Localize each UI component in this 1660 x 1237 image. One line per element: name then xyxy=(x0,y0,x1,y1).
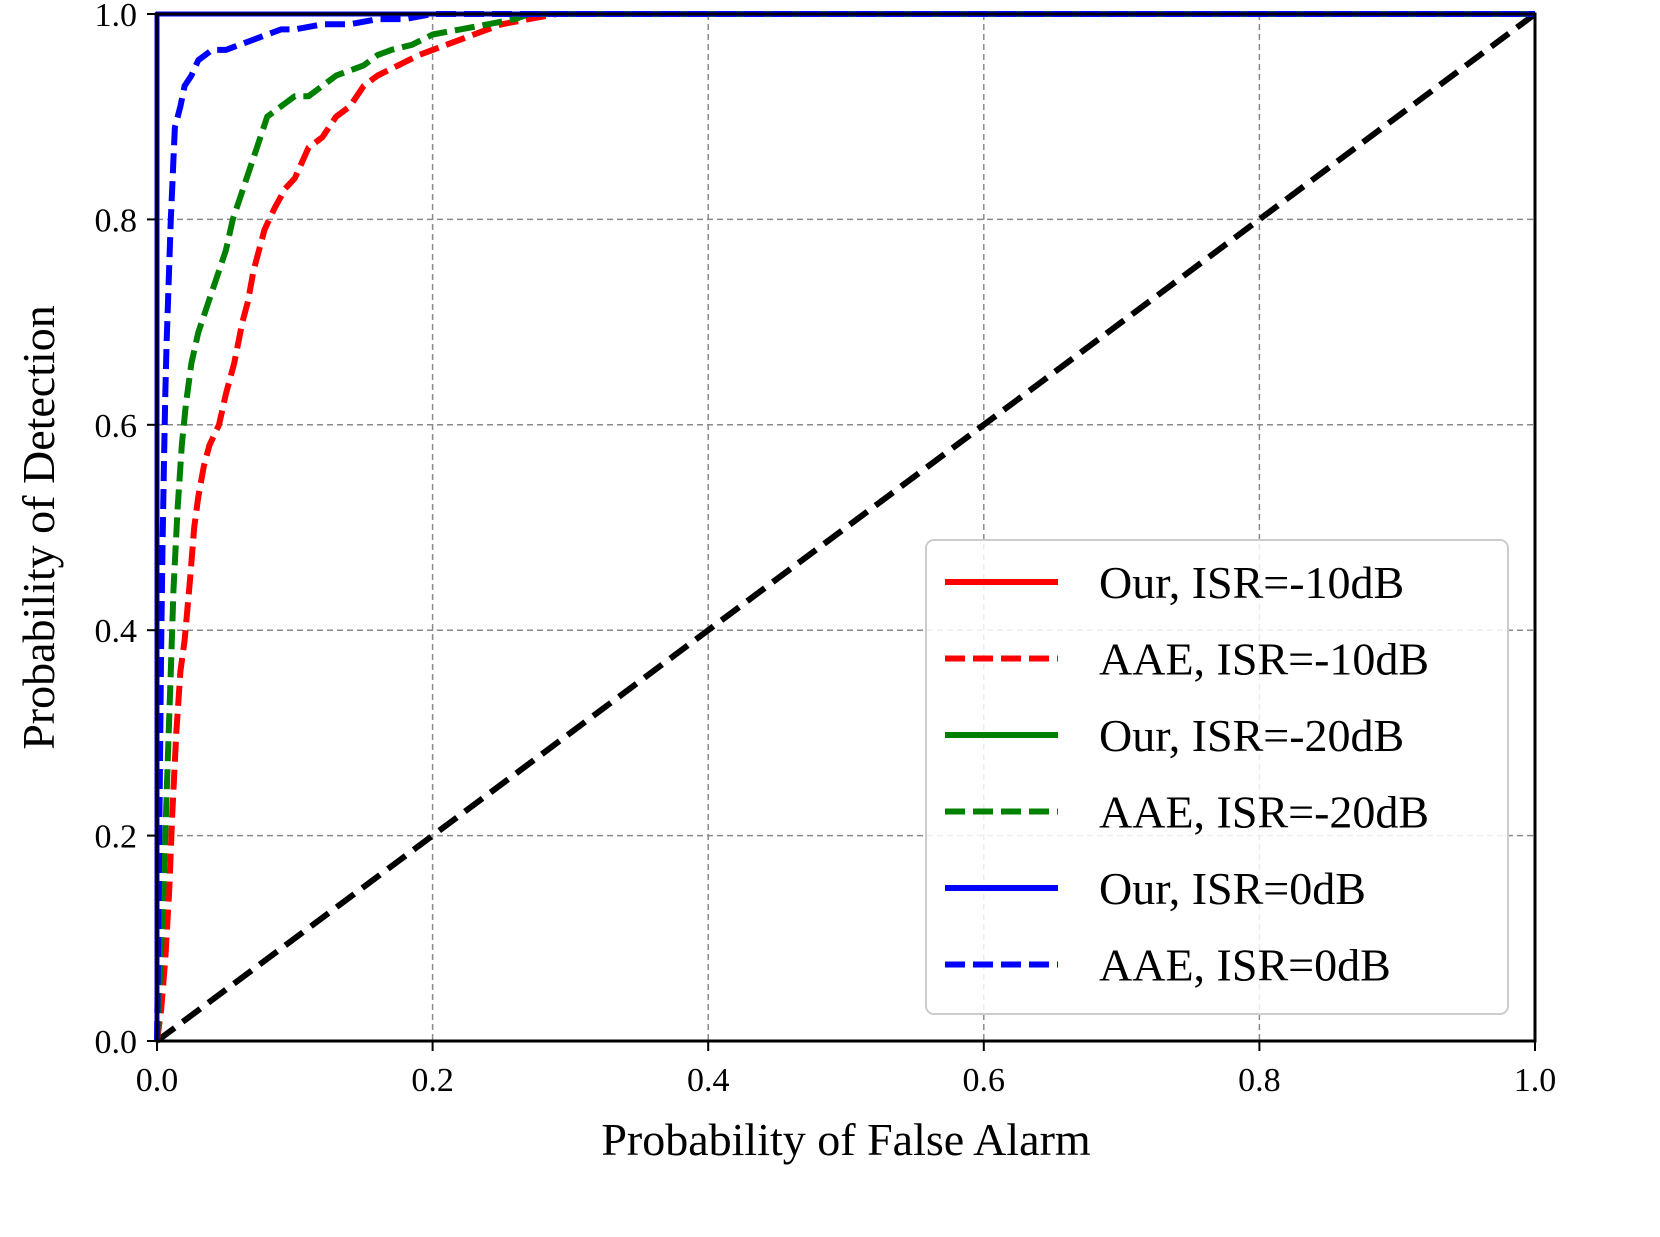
legend-label: Our, ISR=-10dB xyxy=(1099,557,1404,608)
plot-frame xyxy=(155,12,1537,1043)
y-tick-label: 0.8 xyxy=(95,202,138,239)
x-tick-label: 0.8 xyxy=(1238,1062,1281,1099)
series-line-3 xyxy=(154,11,1535,1042)
legend-label: AAE, ISR=-20dB xyxy=(1099,787,1429,838)
legend-box xyxy=(925,539,1509,1015)
legend-label: AAE, ISR=0dB xyxy=(1099,940,1391,991)
y-tick-label: 1.0 xyxy=(95,0,138,34)
y-tick-label: 0.4 xyxy=(95,613,138,650)
legend-label: Our, ISR=-20dB xyxy=(1099,710,1404,761)
series-line-5 xyxy=(154,11,1535,1042)
y-tick-label: 0.2 xyxy=(95,819,138,856)
y-tick-label: 0.6 xyxy=(95,408,138,445)
tick-layer: 0.0 0.2 0.4 0.6 0.8 1.0 0.0 0.2 0.4 0.6 0.8 1.0 xyxy=(95,0,1557,1099)
y-axis-label: Probability of Detection xyxy=(13,305,64,750)
legend-label: Our, ISR=0dB xyxy=(1099,863,1366,914)
x-axis-label: Probability of False Alarm xyxy=(601,1114,1091,1165)
legend: Our, ISR=-10dB AAE, ISR=-10dB Our, ISR=-20… xyxy=(925,539,1509,1015)
series-line-1 xyxy=(154,11,1535,1042)
x-tick-label: 0.0 xyxy=(136,1062,179,1099)
x-tick-label: 0.4 xyxy=(687,1062,730,1099)
y-tick-label: 0.0 xyxy=(95,1024,138,1061)
x-tick-label: 1.0 xyxy=(1514,1062,1557,1099)
x-tick-label: 0.2 xyxy=(411,1062,454,1099)
x-tick-label: 0.6 xyxy=(963,1062,1006,1099)
legend-label: AAE, ISR=-10dB xyxy=(1099,634,1429,685)
